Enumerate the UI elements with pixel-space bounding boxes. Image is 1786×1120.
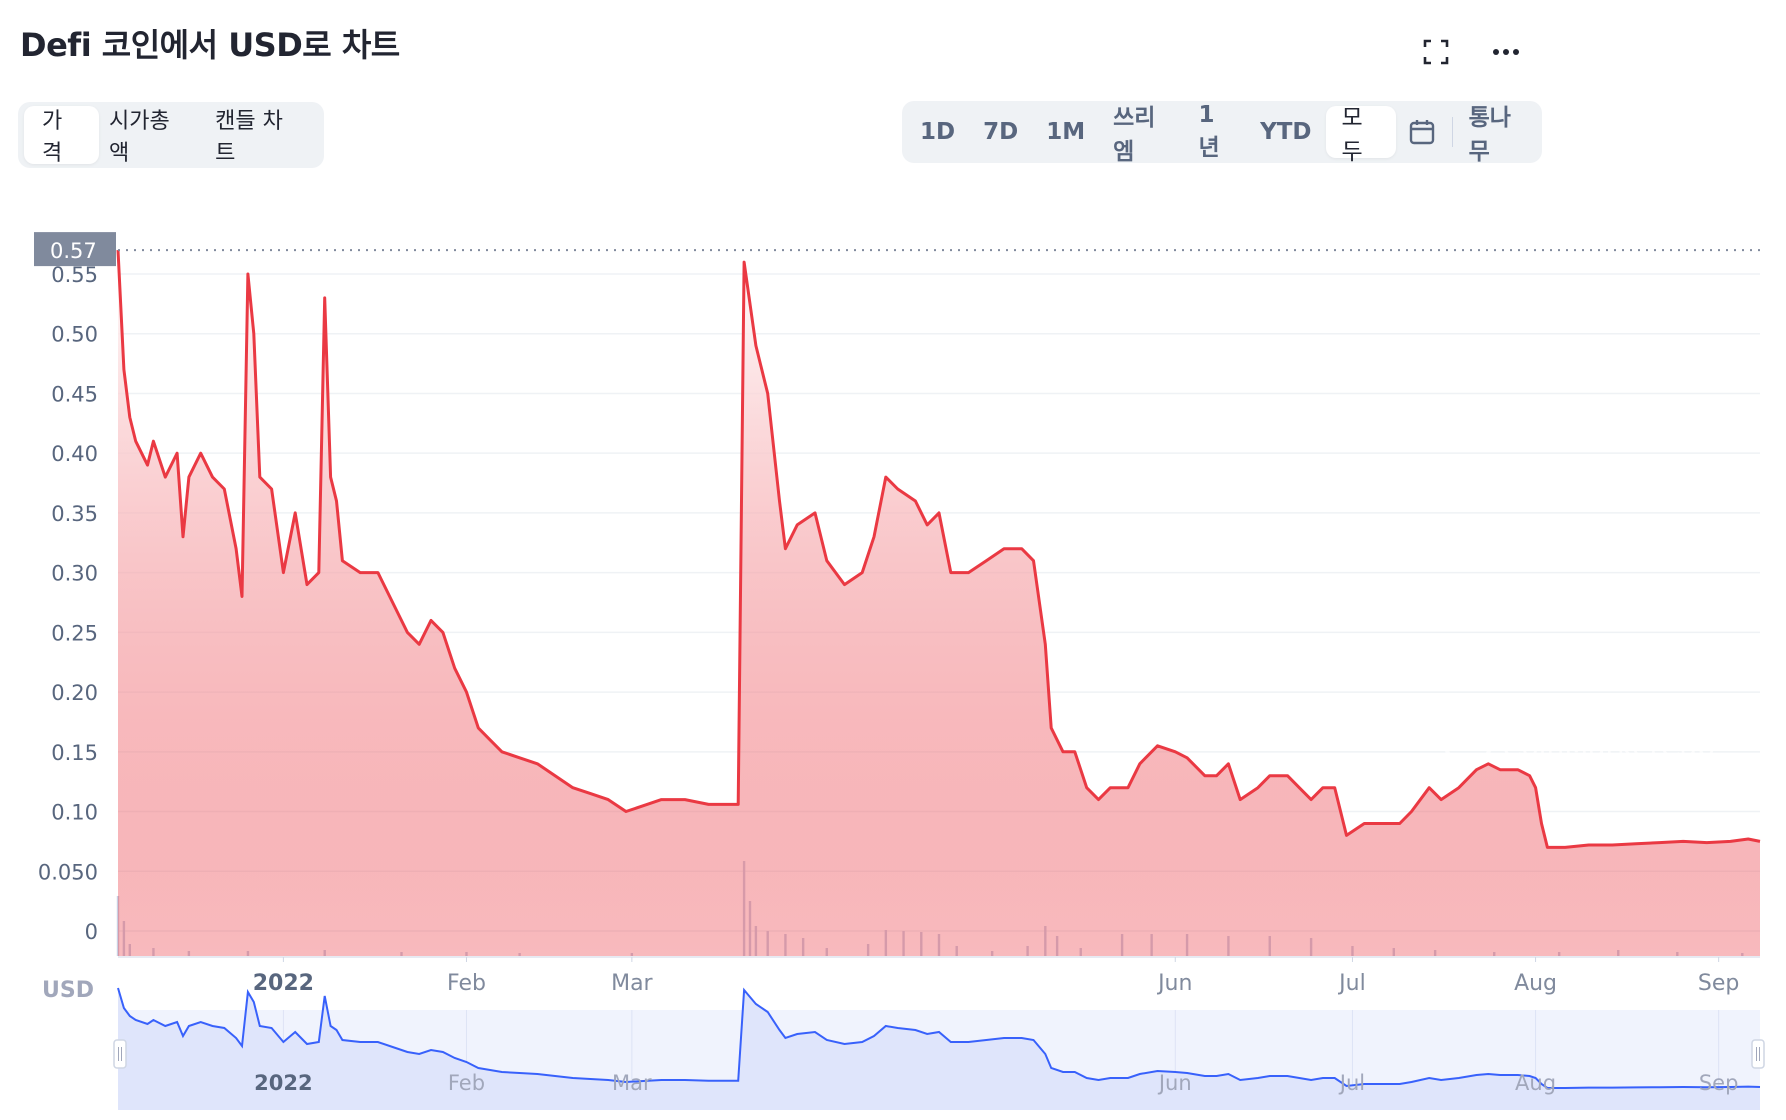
range-ytd[interactable]: YTD (1260, 119, 1312, 145)
range-all[interactable]: 모두 (1325, 105, 1396, 165)
fullscreen-icon (1423, 39, 1449, 65)
y-tick-label: 0.50 (51, 323, 98, 347)
navigator-handle-left[interactable] (113, 1039, 127, 1069)
y-tick-label: 0 (85, 920, 98, 944)
x-tick-label: Jul (1337, 971, 1366, 996)
y-tick-label: 0.40 (51, 442, 98, 466)
range-1d[interactable]: 1D (920, 119, 956, 145)
navigator-line (117, 987, 1761, 1089)
calendar-icon (1409, 120, 1434, 145)
tab-market-cap[interactable]: 시가총액 (109, 109, 170, 166)
y-tick-label: 0.050 (38, 860, 98, 884)
navigator-tick-label: Mar (612, 1071, 652, 1095)
page-title: Defi 코인에서 USD로 차트 (20, 26, 400, 64)
currency-label: USD (42, 978, 94, 1003)
current-price-badge (34, 232, 116, 267)
price-line (116, 250, 1761, 849)
navigator-area (118, 988, 1760, 1110)
navigator-tick-label: Aug (1515, 1071, 1556, 1095)
tab-candle-chart[interactable]: 캔들 차트 (215, 109, 283, 166)
x-tick-label: Jun (1156, 971, 1192, 996)
range-1y[interactable]: 1년 (1198, 102, 1220, 161)
range-tabs: 1D 7D 1M 쓰리엠 1년 YTD 모두 통나무 (902, 101, 1542, 165)
navigator-tick-label: Sep (1699, 1071, 1739, 1095)
tab-divider (1451, 117, 1453, 147)
tab-price[interactable]: 가격 (24, 106, 100, 166)
y-tick-label: 0.30 (51, 562, 98, 586)
current-price-label: 0.57 (50, 239, 97, 263)
x-tick-label: Mar (611, 971, 653, 996)
x-tick-label: Sep (1698, 971, 1739, 996)
range-3m[interactable]: 쓰리엠 (1113, 105, 1156, 165)
navigator-tick-label: Feb (448, 1071, 485, 1095)
y-tick-label: 0.45 (51, 382, 98, 406)
more-icon (1493, 49, 1519, 55)
navigator-tick-label: 2022 (254, 1071, 312, 1095)
price-area (118, 250, 1760, 957)
watermark: CoinMarketCap (1444, 720, 1715, 768)
log-scale-toggle[interactable]: 통나무 (1468, 105, 1511, 165)
y-tick-label: 0.55 (51, 263, 98, 287)
y-tick-label: 0.15 (51, 741, 98, 765)
y-tick-label: 0.20 (51, 681, 98, 705)
navigator-tick-label: Jun (1157, 1071, 1192, 1095)
more-options-button[interactable] (1484, 30, 1528, 74)
x-tick-label: 2022 (253, 971, 314, 996)
calendar-button[interactable] (1396, 103, 1448, 161)
watermark-logo (1444, 720, 1492, 768)
x-tick-label: Feb (447, 971, 486, 996)
y-tick-label: 0.25 (51, 621, 98, 645)
y-tick-label: 0.10 (51, 801, 98, 825)
watermark-text: CoinMarketCap (1502, 730, 1715, 763)
view-tabs: 가격 시가총액 캔들 차트 (18, 102, 324, 168)
range-7d[interactable]: 7D (983, 119, 1019, 145)
y-tick-label: 0.35 (51, 502, 98, 526)
fullscreen-button[interactable] (1414, 30, 1458, 74)
range-1m[interactable]: 1M (1046, 119, 1086, 145)
navigator-tick-label: Jul (1338, 1071, 1365, 1095)
x-tick-label: Aug (1514, 971, 1557, 996)
navigator-handle-right[interactable] (1751, 1039, 1765, 1069)
